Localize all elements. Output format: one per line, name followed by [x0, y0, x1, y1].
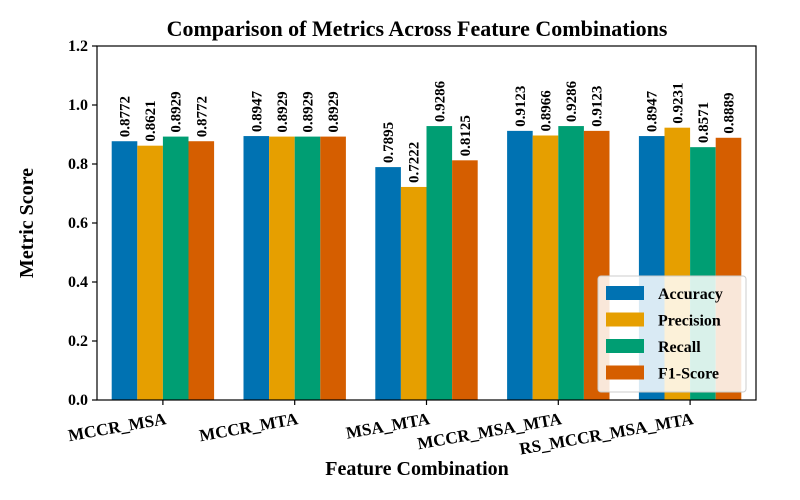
bar-precision-msa_mta — [400, 186, 427, 400]
bar-recall-mccr_msa — [162, 136, 189, 401]
bar-f1-score-mccr_mta — [320, 136, 346, 401]
data-label: 0.8929 — [169, 91, 185, 132]
legend-swatch-recall — [606, 339, 644, 353]
bar-accuracy-mccr_msa_mta — [507, 130, 533, 400]
y-tick-label: 1.0 — [68, 97, 88, 114]
legend-label: Precision — [658, 313, 721, 330]
bar-accuracy-mccr_mta — [243, 136, 270, 400]
y-tick-label: 1.2 — [68, 38, 88, 55]
bar-precision-mccr_msa_mta — [532, 135, 559, 401]
legend-swatch-f1-score — [606, 365, 644, 380]
bar-recall-mccr_msa_mta — [558, 126, 584, 401]
legend-label: Recall — [658, 339, 701, 356]
y-tick-label: 0.6 — [68, 215, 88, 232]
data-label: 0.8889 — [722, 93, 738, 134]
data-label: 0.8929 — [275, 91, 291, 132]
y-tick-label: 0.4 — [68, 274, 88, 291]
data-label: 0.8929 — [326, 91, 342, 132]
y-tick-label: 0.8 — [68, 156, 88, 173]
data-label: 0.8947 — [645, 90, 661, 132]
x-axis: MCCR_MSA MCCR_MTA MSA_MTAMCCR_MSA_MTARS_MC… — [67, 400, 695, 459]
x-tick-label: MCCR_MSA — [67, 409, 169, 445]
legend: Accuracy Precision Recall F1-Score — [597, 275, 747, 393]
data-label: 0.9123 — [590, 86, 606, 127]
legend-label: F1-Score — [658, 366, 719, 383]
data-label: 0.8929 — [301, 91, 317, 132]
data-label: 0.9286 — [564, 80, 580, 122]
bar-f1-score-mccr_msa — [188, 141, 215, 400]
bar-precision-mccr_mta — [269, 136, 295, 401]
bar-recall-mccr_mta — [294, 136, 321, 401]
data-label: 0.9231 — [670, 82, 686, 123]
y-tick-label: 0.0 — [68, 392, 88, 409]
legend-swatch-precision — [606, 312, 644, 327]
data-label: 0.8772 — [118, 96, 134, 137]
y-tick-label: 0.2 — [68, 333, 88, 350]
data-label: 0.8966 — [539, 90, 555, 132]
bar-precision-mccr_msa — [137, 145, 163, 400]
data-label: 0.8125 — [458, 115, 474, 156]
chart-title: Comparison of Metrics Across Feature Com… — [167, 16, 668, 41]
data-label: 0.8571 — [696, 102, 712, 143]
data-labels-group: 0.8772 0.8621 0.8929 0.8772 0.8947 0.8929 0.89… — [118, 80, 738, 183]
data-label: 0.8772 — [194, 96, 210, 137]
legend-box — [597, 275, 747, 393]
data-label: 0.8947 — [249, 90, 265, 132]
data-label: 0.7222 — [407, 142, 423, 183]
y-axis: 0.0 0.2 0.4 0.6 0.8 1.0 1.2 — [68, 38, 97, 409]
bar-recall-msa_mta — [426, 126, 453, 401]
legend-label: Accuracy — [658, 286, 723, 303]
bar-accuracy-msa_mta — [375, 167, 401, 400]
legend-swatch-accuracy — [606, 286, 644, 300]
bar-accuracy-mccr_msa — [111, 141, 138, 400]
y-axis-label: Metric Score — [16, 168, 38, 278]
bar-f1-score-msa_mta — [452, 160, 478, 400]
data-label: 0.7895 — [381, 122, 397, 163]
bars-group — [111, 126, 742, 401]
x-tick-label: MCCR_MTA — [198, 409, 300, 445]
data-label: 0.9286 — [432, 80, 448, 122]
data-label: 0.8621 — [143, 100, 159, 141]
plot-frame — [96, 45, 757, 401]
x-axis-label: Feature Combination — [325, 458, 509, 480]
data-label: 0.9123 — [513, 86, 529, 127]
